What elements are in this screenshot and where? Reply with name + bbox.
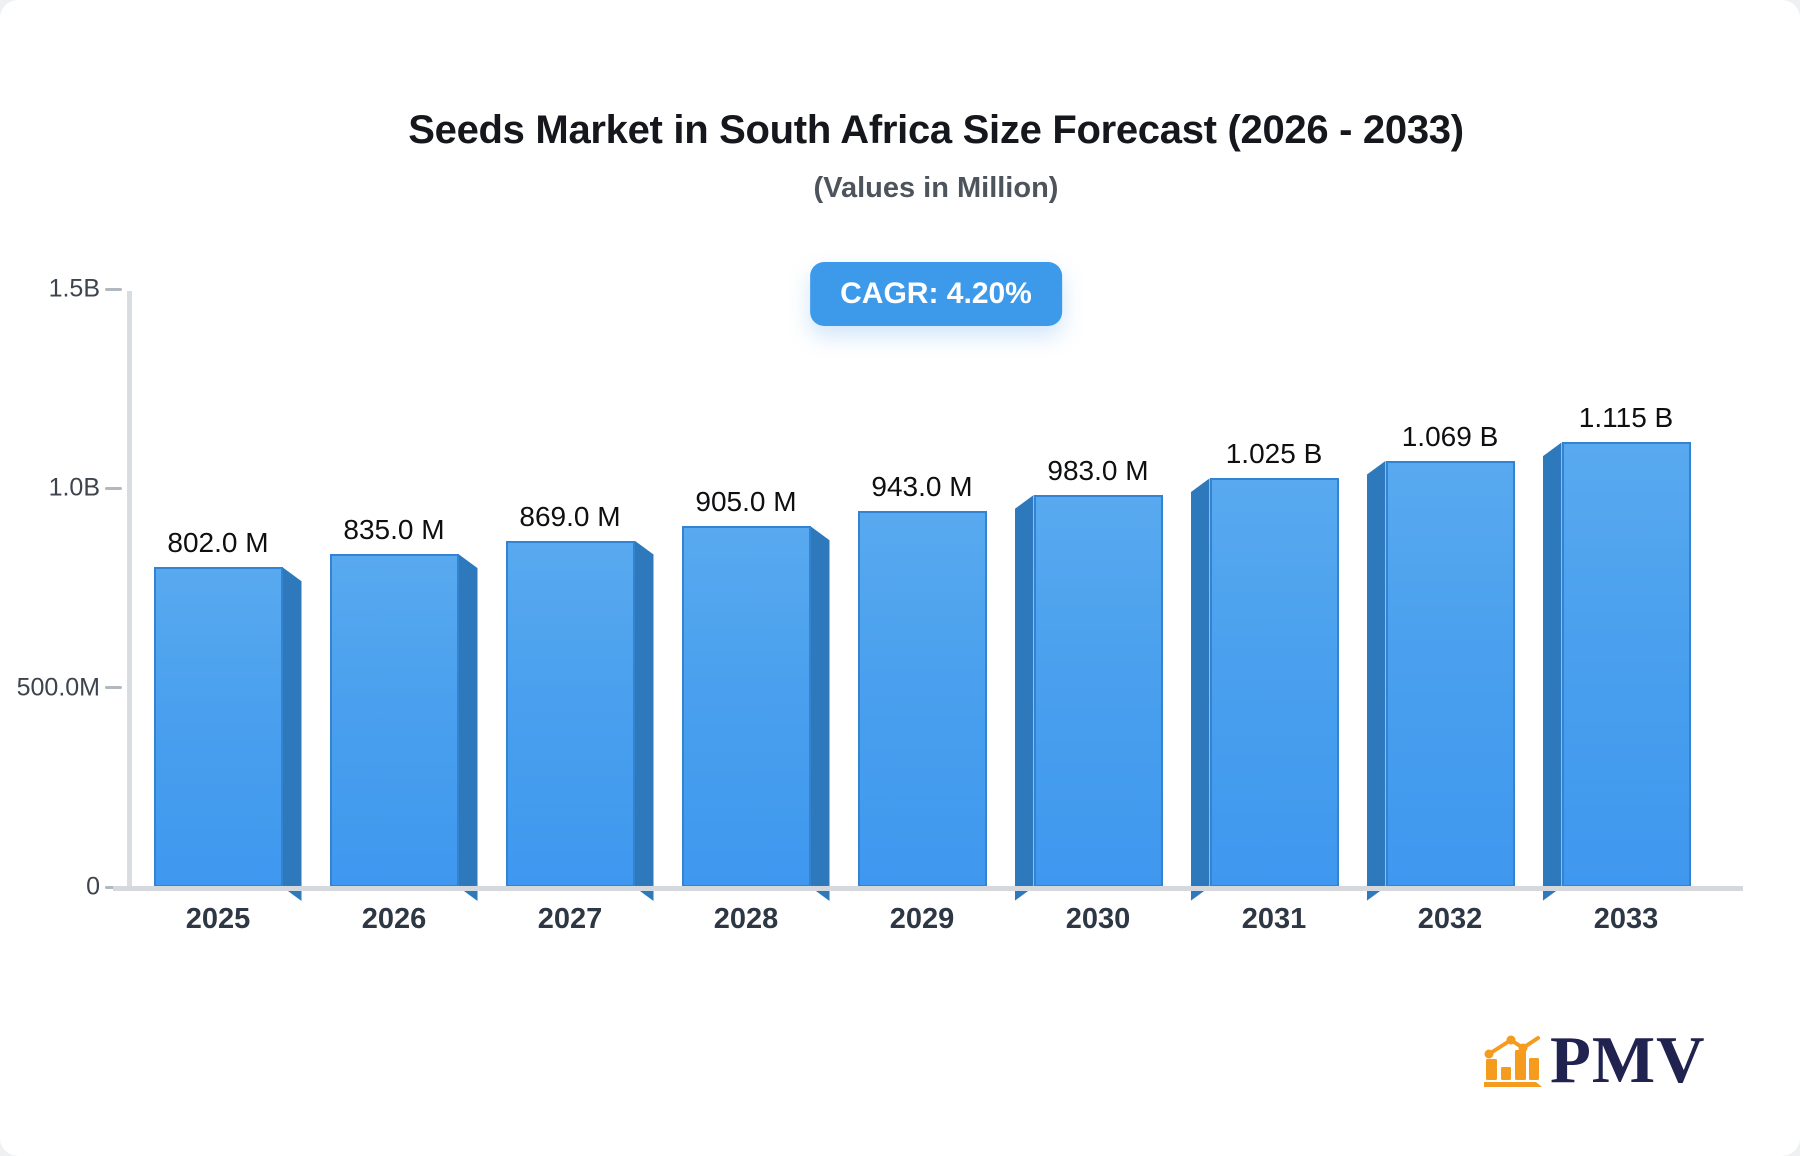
x-axis-label-2032: 2032 [1417,903,1483,935]
bar-value-label: 983.0 M [1047,455,1149,487]
bar-3d-side [1191,478,1210,901]
y-tick-mark [105,686,122,690]
x-axis-label-2025: 2025 [185,903,251,935]
bar-value-label: 1.069 B [1401,420,1499,452]
bar-2032[interactable] [1367,460,1515,901]
chart-subtitle: (Values in Million) [813,172,1059,204]
y-tick-label: 500.0M [16,673,100,702]
y-axis-line [127,291,132,891]
bar-3d-side [283,567,302,901]
bar-face [1033,495,1163,887]
bar-face [681,526,811,887]
bar-2030[interactable] [1015,495,1163,901]
bar-face [329,554,459,887]
bar-2027[interactable] [505,540,654,901]
bar-face [1561,442,1691,887]
bar-chart-logo-icon [1484,1035,1542,1087]
bar-3d-side [459,554,478,901]
bar-value-label: 835.0 M [343,514,445,546]
bar-3d-side [811,526,830,901]
bar-2026[interactable] [329,554,478,901]
x-axis-label-2028: 2028 [713,903,779,935]
y-tick-label: 1.0B [48,473,100,502]
bar-3d-side [1543,442,1562,901]
y-tick-mark [105,486,122,490]
bar-value-label: 1.025 B [1225,438,1323,470]
brand-logo: PMV [1484,1023,1706,1097]
cagr-badge: CAGR: 4.20% [810,262,1062,326]
x-axis-label-2029: 2029 [889,903,955,935]
x-axis-label-2031: 2031 [1241,903,1307,935]
x-axis-label-2030: 2030 [1065,903,1131,935]
bar-3d-side [1015,495,1034,901]
bar-value-label: 905.0 M [695,486,797,518]
x-axis-label-2033: 2033 [1593,903,1659,935]
bar-face [857,511,987,887]
brand-name: PMV [1550,1023,1706,1097]
x-axis-line [113,886,1743,891]
bar-face [1209,478,1339,887]
bar-2029[interactable] [857,511,987,901]
bar-2031[interactable] [1191,478,1339,901]
bar-2028[interactable] [681,526,830,901]
y-tick-label: 0 [86,872,100,901]
x-axis-label-2026: 2026 [361,903,427,935]
bar-value-label: 943.0 M [871,471,973,503]
bar-3d-side [1367,461,1386,901]
bar-2033[interactable] [1543,442,1691,901]
bar-face [1385,460,1515,887]
bar-value-label: 869.0 M [519,500,621,532]
y-tick-label: 1.5B [48,274,100,303]
chart-title: Seeds Market in South Africa Size Foreca… [408,108,1464,152]
bar-value-label: 802.0 M [167,527,269,559]
bar-3d-side [635,541,654,901]
bar-2025[interactable] [153,567,302,901]
bar-value-label: 1.115 B [1578,402,1674,434]
x-axis-label-2027: 2027 [537,903,603,935]
bar-face [153,567,283,887]
bar-face [505,540,635,887]
y-tick-mark [105,287,122,291]
